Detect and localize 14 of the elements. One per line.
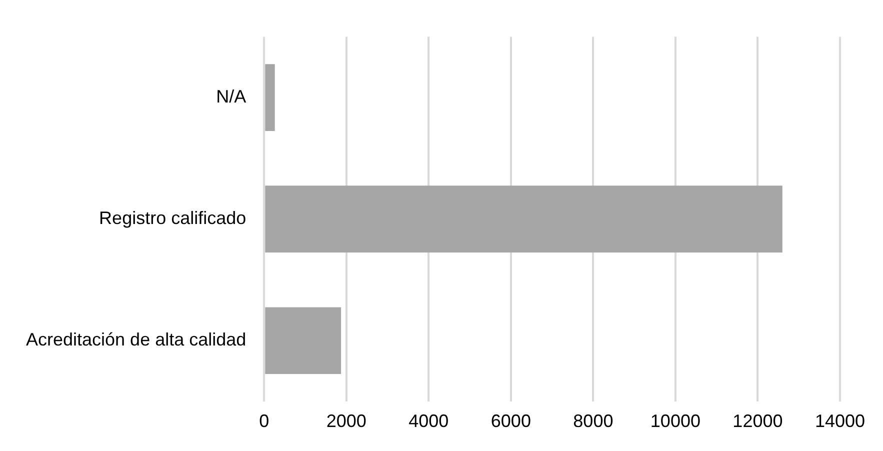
x-tick-label: 6000 (490, 411, 531, 432)
y-tick-label: Acreditación de alta calidad (26, 330, 246, 350)
x-tick-label: 4000 (408, 411, 449, 432)
x-tick-label: 12000 (732, 411, 783, 432)
y-tick-label: Registro calificado (99, 208, 246, 228)
bar (265, 186, 782, 253)
x-tick-label: 2000 (326, 411, 366, 432)
bar (265, 64, 275, 131)
y-tick-label: N/A (216, 86, 246, 107)
x-tick-label: 8000 (573, 411, 614, 432)
x-tick-label: 14000 (814, 411, 866, 432)
x-tick-label: 10000 (650, 411, 700, 432)
x-tick-label: 0 (259, 411, 270, 432)
bar (265, 307, 342, 374)
